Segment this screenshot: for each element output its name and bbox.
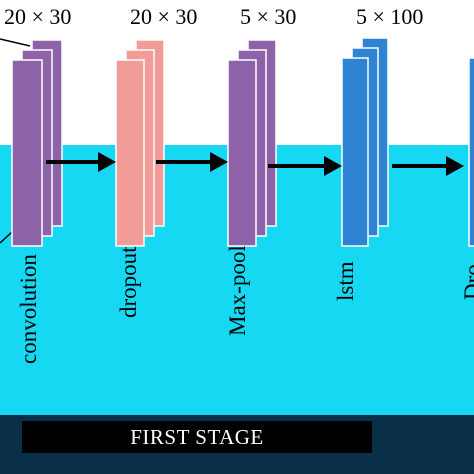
layer-convolution: [11, 39, 63, 247]
layer-plate-front: [115, 59, 145, 247]
layer-label-max-pool: Max-pool: [225, 245, 250, 336]
arrow-maxpool-to-lstm: [268, 156, 342, 176]
layer-lstm: [341, 37, 389, 247]
layer-label-lstm: lstm: [333, 261, 358, 301]
layer-plate-front: [11, 59, 43, 247]
layer-dims-max-pool: 5 × 30: [240, 4, 297, 29]
arrow-convolution-to-dropout: [46, 152, 116, 172]
layer-label-dropout: dropout: [116, 246, 141, 318]
layer-dims-lstm: 5 × 100: [356, 4, 424, 29]
input-connector-top: [0, 38, 31, 47]
arrow-dropout-to-maxpool: [156, 152, 228, 172]
arrow-lstm-to-next: [392, 156, 464, 176]
layer-label-convolution: convolution: [16, 254, 41, 364]
layer-dropout-2: [468, 57, 474, 247]
layer-plate-front: [468, 57, 474, 247]
input-connector-bottom: [0, 231, 13, 244]
layer-dims-convolution: 20 × 30: [4, 4, 72, 29]
layer-dropout: [115, 39, 165, 247]
layer-label-dro: Dro: [460, 264, 474, 300]
layer-dims-dropout: 20 × 30: [130, 4, 198, 29]
layer-plate-front: [227, 59, 257, 247]
layer-max-pool: [227, 39, 277, 247]
layer-plate-front: [341, 57, 369, 247]
stage-label: FIRST STAGE: [22, 421, 372, 453]
